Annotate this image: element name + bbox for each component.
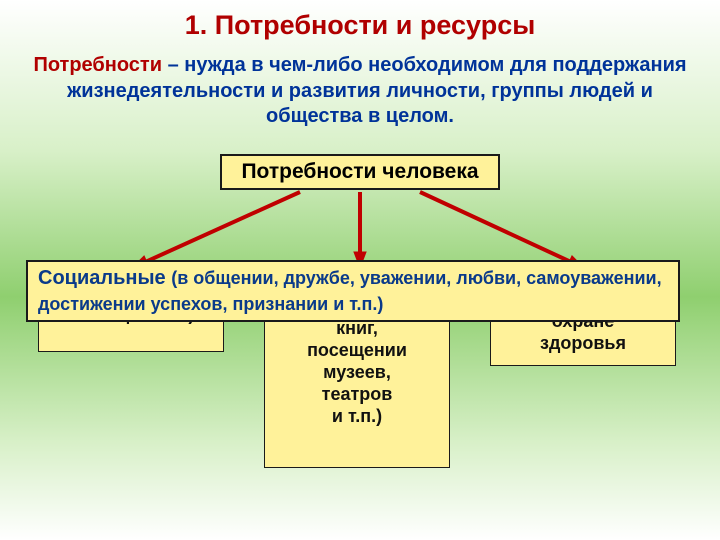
social-head: Социальные (38, 267, 171, 289)
definition-text: Потребности – нужда в чем-либо необходим… (0, 41, 720, 130)
definition-term: Потребности (33, 54, 162, 76)
social-overlay-box: Социальные (в общении, дружбе, уважении,… (26, 260, 680, 322)
page-title: 1. Потребности и ресурсы (0, 0, 720, 41)
root-box: Потребности человека (220, 154, 500, 190)
